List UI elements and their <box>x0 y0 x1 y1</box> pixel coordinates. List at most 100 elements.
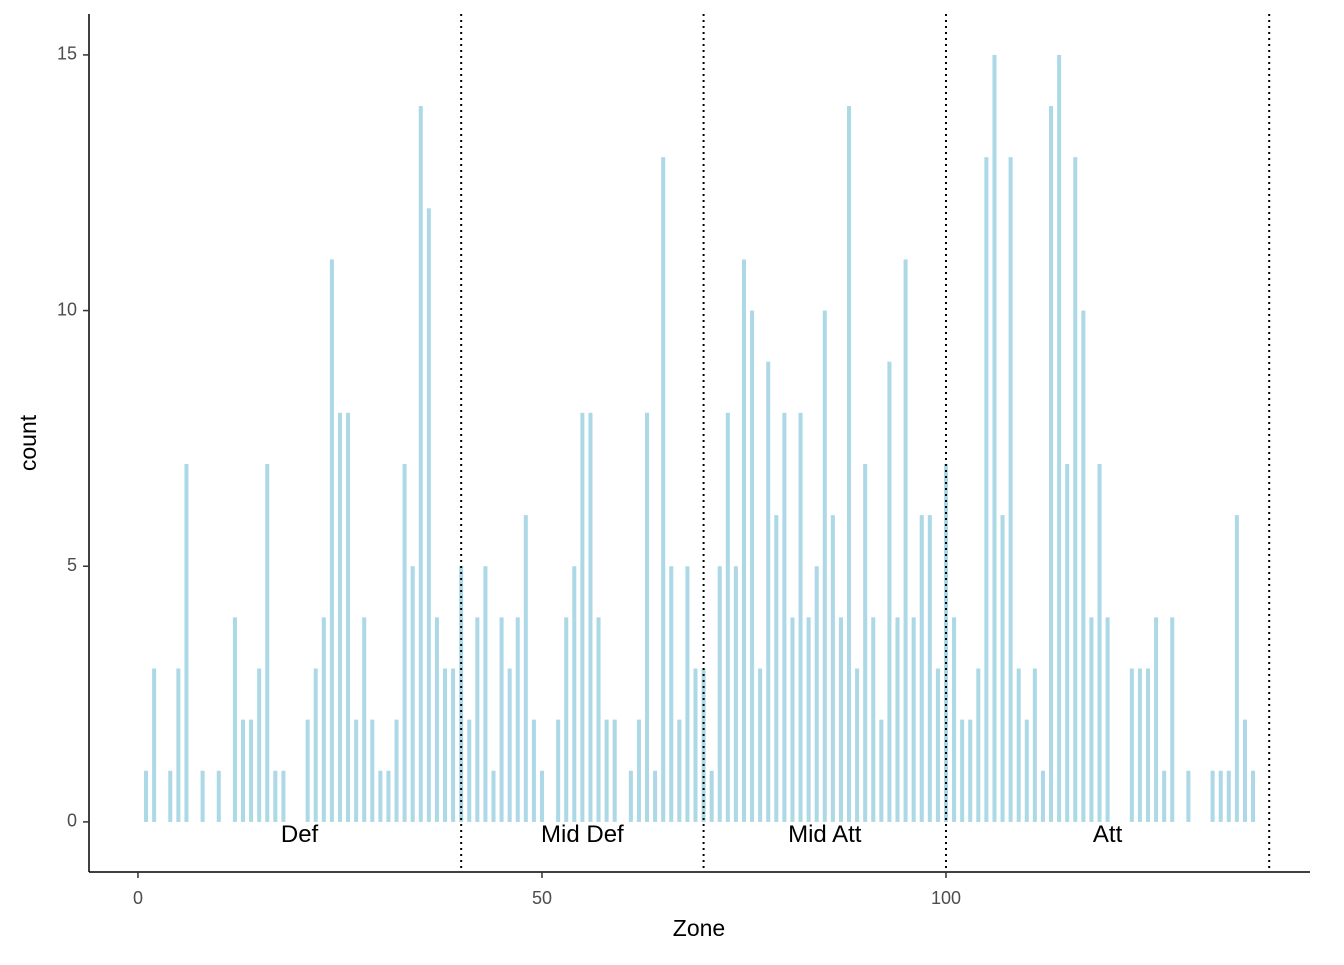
bar <box>1057 54 1062 822</box>
bar <box>596 617 601 822</box>
bar <box>790 617 795 822</box>
bar <box>232 617 237 822</box>
bar <box>782 412 787 822</box>
bar <box>758 668 763 822</box>
bar <box>992 54 997 822</box>
bar <box>1097 463 1102 822</box>
bar <box>491 770 496 822</box>
bar <box>1242 719 1247 822</box>
bar <box>556 719 561 822</box>
bar <box>1008 157 1013 822</box>
bar <box>976 668 981 822</box>
bar <box>798 412 803 822</box>
bar <box>329 259 334 822</box>
bar <box>426 208 431 822</box>
zone-label: Def <box>281 821 319 848</box>
bar <box>305 719 310 822</box>
bar <box>1154 617 1159 822</box>
bar <box>467 719 472 822</box>
bar <box>370 719 375 822</box>
bar <box>1234 515 1239 822</box>
bar <box>1081 310 1086 822</box>
bar <box>927 515 932 822</box>
bar <box>240 719 246 822</box>
bar <box>216 770 221 822</box>
bar <box>1089 617 1094 822</box>
bar <box>943 463 949 822</box>
bar <box>847 106 852 822</box>
y-tick-label: 5 <box>67 555 77 575</box>
bar <box>604 719 609 822</box>
bar <box>838 617 843 822</box>
bar <box>830 515 835 822</box>
bar <box>1186 770 1191 822</box>
bar <box>677 719 682 822</box>
bar <box>895 617 900 822</box>
bar <box>257 668 262 822</box>
y-tick-label: 15 <box>57 44 77 64</box>
bar <box>418 106 423 822</box>
bar <box>588 412 593 822</box>
bar <box>346 412 351 822</box>
bar <box>523 515 528 822</box>
bar <box>685 566 690 822</box>
bar <box>1049 106 1054 822</box>
bar <box>814 566 819 822</box>
bar <box>176 668 181 822</box>
bar <box>1210 770 1215 822</box>
bar <box>1162 770 1167 822</box>
bar <box>984 157 989 822</box>
bar <box>871 617 876 822</box>
bar <box>249 719 254 822</box>
bar <box>968 719 973 822</box>
bar <box>636 719 641 822</box>
bar <box>451 668 456 822</box>
bar <box>935 668 940 822</box>
bar <box>903 259 908 822</box>
bar <box>531 719 536 822</box>
bar <box>265 463 270 822</box>
zone-label: Mid Att <box>788 821 862 848</box>
bar <box>442 668 448 822</box>
bar <box>661 157 666 822</box>
bar <box>806 617 811 822</box>
zone-label: Att <box>1093 821 1123 848</box>
bar <box>1000 515 1005 822</box>
bar <box>717 566 722 822</box>
bar <box>434 617 439 822</box>
bar <box>1065 463 1070 822</box>
bar <box>572 566 577 822</box>
bar <box>855 668 860 822</box>
bar <box>612 719 617 822</box>
bar <box>1145 668 1151 822</box>
bar <box>402 463 407 822</box>
bar <box>1170 617 1175 822</box>
bar <box>774 515 779 822</box>
bar <box>362 617 367 822</box>
bar <box>475 617 480 822</box>
y-tick-label: 10 <box>57 299 77 319</box>
bar <box>733 566 738 822</box>
bar <box>184 463 189 822</box>
bar <box>273 770 278 822</box>
bar <box>822 310 827 822</box>
bar <box>580 412 585 822</box>
bar <box>693 668 698 822</box>
bar <box>499 617 504 822</box>
bar <box>919 515 924 822</box>
bar <box>483 566 488 822</box>
bar <box>952 617 957 822</box>
bar <box>701 668 706 822</box>
bar <box>960 719 965 822</box>
bar <box>766 361 771 822</box>
bar <box>200 770 205 822</box>
bar <box>1032 668 1037 822</box>
bar <box>515 617 520 822</box>
bar <box>725 412 730 822</box>
bar <box>1073 157 1078 822</box>
bar <box>564 617 569 822</box>
bar <box>1129 668 1134 822</box>
bar <box>863 463 868 822</box>
bar <box>321 617 326 822</box>
bar <box>459 566 464 822</box>
